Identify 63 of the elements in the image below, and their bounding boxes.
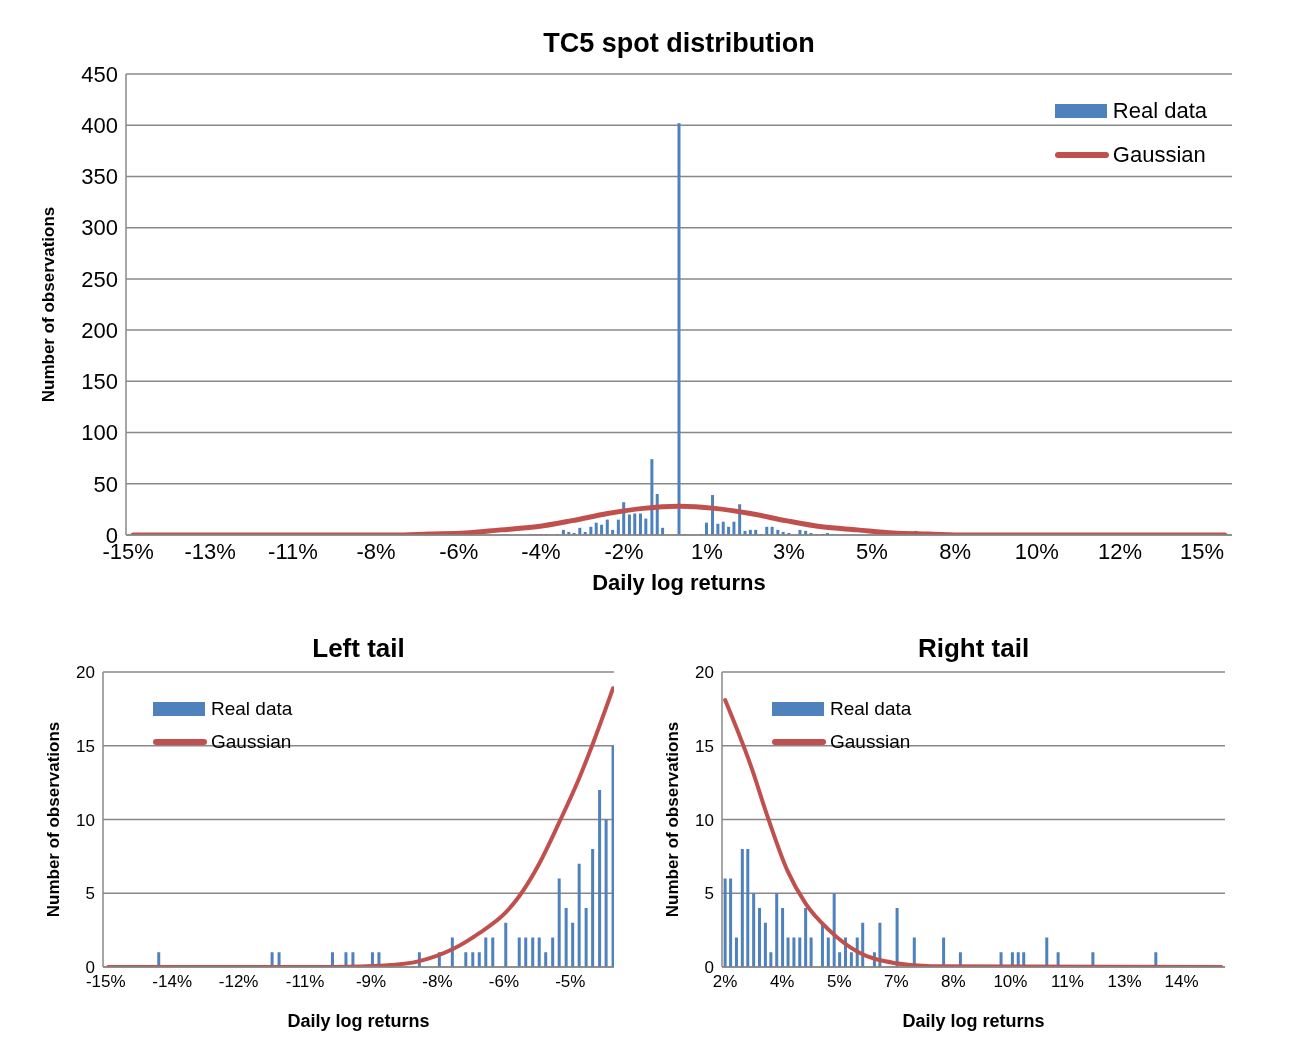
y-tick-label: 20 — [695, 663, 714, 683]
x-tick-label: -8% — [356, 538, 396, 564]
legend-label: Real data — [1112, 98, 1207, 124]
y-tick-label: 15 — [695, 736, 714, 756]
x-axis-title: Daily log returns — [902, 1011, 1045, 1031]
x-tick-label: -11% — [285, 972, 325, 992]
y-tick-label: 300 — [81, 215, 118, 241]
x-tick-label: -6% — [488, 972, 520, 992]
x-tick-label: 15% — [1180, 538, 1225, 564]
x-tick-label: 14% — [1164, 972, 1199, 992]
x-tick-label: -8% — [422, 972, 453, 992]
x-tick-label: 13% — [1107, 972, 1142, 992]
chart-title: Left tail — [311, 633, 406, 664]
y-tick-label: 20 — [76, 663, 95, 683]
x-tick-label: -6% — [439, 538, 479, 564]
y-tick-label: 400 — [81, 113, 118, 139]
y-tick-label: 0 — [704, 958, 714, 978]
x-tick-label: 2% — [712, 972, 738, 992]
legend-label: Gaussian — [830, 730, 911, 753]
x-tick-label: 8% — [941, 972, 966, 992]
x-tick-label: 10% — [993, 972, 1028, 992]
x-tick-label: -14% — [152, 972, 193, 992]
y-tick-label: 200 — [81, 317, 118, 343]
x-tick-label: 10% — [1014, 538, 1059, 564]
x-tick-label: -11% — [268, 538, 318, 564]
y-axis-title: Number of observations — [44, 721, 64, 918]
x-tick-label: 5% — [856, 538, 888, 564]
x-tick-label: 12% — [1097, 538, 1142, 564]
x-tick-label: 4% — [769, 972, 795, 992]
x-tick-label: 1% — [690, 538, 723, 564]
x-axis-title: Daily log returns — [287, 1011, 430, 1031]
chart-title: TC5 spot distribution — [542, 28, 816, 59]
y-axis-title: Number of observations — [663, 721, 683, 918]
chart-title: Right tail — [916, 633, 1031, 664]
y-tick-label: 100 — [81, 420, 118, 446]
x-axis-title: Daily log returns — [592, 570, 766, 595]
x-tick-label: 7% — [884, 972, 909, 992]
y-axis-title: Number of observations — [39, 206, 59, 403]
y-tick-label: 10 — [76, 810, 95, 830]
y-tick-label: 50 — [93, 471, 118, 497]
x-tick-label: 3% — [772, 538, 805, 564]
y-tick-label: 150 — [81, 369, 118, 395]
y-tick-label: 5 — [85, 884, 95, 904]
x-tick-label: 11% — [1051, 972, 1084, 992]
x-tick-label: -12% — [218, 972, 259, 992]
y-tick-label: 10 — [695, 810, 714, 830]
x-tick-label: -5% — [555, 972, 586, 992]
y-tick-label: 15 — [76, 736, 95, 756]
x-tick-label: -15% — [85, 972, 126, 992]
legend-label: Gaussian — [211, 730, 292, 753]
y-tick-label: 5 — [704, 884, 714, 904]
x-tick-label: 5% — [826, 972, 852, 992]
legend-label: Real data — [830, 697, 912, 720]
y-tick-label: 450 — [81, 61, 118, 87]
legend-label: Gaussian — [1112, 142, 1206, 168]
x-tick-label: -13% — [184, 538, 236, 564]
x-tick-label: -9% — [355, 972, 387, 992]
legend-label: Real data — [211, 697, 293, 720]
y-tick-label: 350 — [81, 164, 118, 190]
x-tick-label: -2% — [604, 538, 644, 564]
y-tick-label: 250 — [81, 266, 118, 292]
x-tick-label: -4% — [521, 538, 561, 564]
x-tick-label: 8% — [939, 538, 972, 564]
